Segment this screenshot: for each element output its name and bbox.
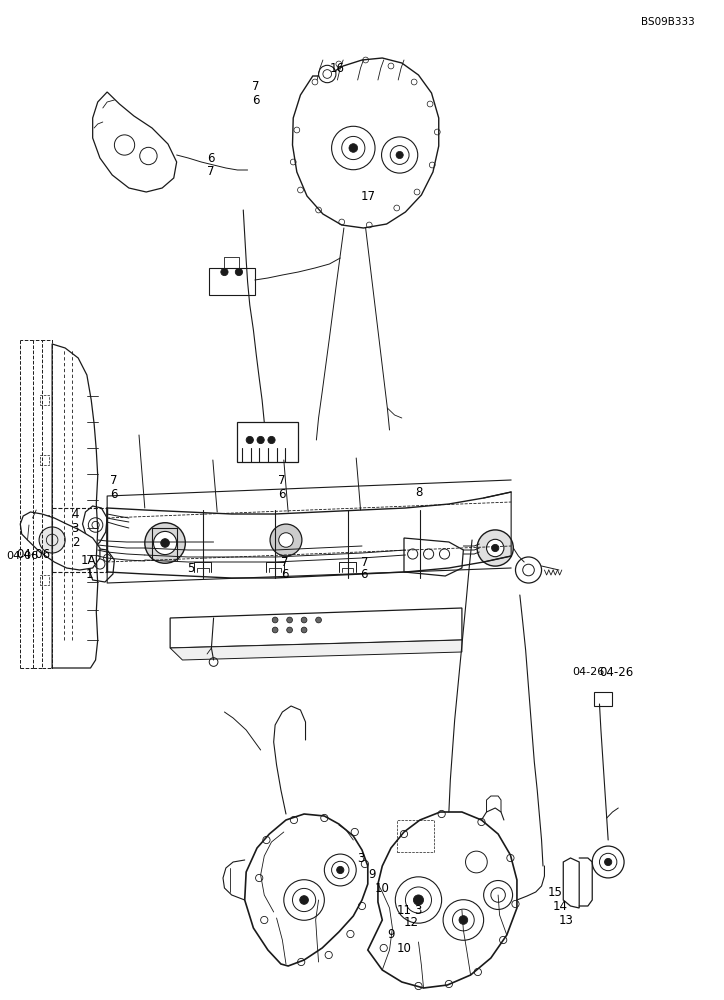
Text: 04-06: 04-06 <box>16 548 50 560</box>
Circle shape <box>301 627 307 633</box>
Circle shape <box>592 846 624 878</box>
Circle shape <box>487 539 504 557</box>
Circle shape <box>268 436 275 444</box>
Circle shape <box>396 151 403 159</box>
Circle shape <box>301 617 307 623</box>
Text: 6: 6 <box>361 568 368 581</box>
Text: 7: 7 <box>361 556 368 568</box>
Text: 9: 9 <box>387 928 395 941</box>
Polygon shape <box>83 506 107 548</box>
Circle shape <box>235 268 243 276</box>
Text: 16: 16 <box>330 62 345 75</box>
Circle shape <box>161 539 169 547</box>
Text: 2: 2 <box>72 536 80 548</box>
Circle shape <box>279 533 293 547</box>
Text: 3: 3 <box>71 522 78 534</box>
Polygon shape <box>292 58 439 228</box>
Text: 6: 6 <box>278 488 285 500</box>
Text: 17: 17 <box>361 190 376 202</box>
Text: 3: 3 <box>358 851 365 864</box>
Circle shape <box>287 627 292 633</box>
Text: 04-26: 04-26 <box>599 666 634 679</box>
Text: 7: 7 <box>252 80 259 93</box>
Polygon shape <box>368 812 517 988</box>
Polygon shape <box>404 538 463 576</box>
Text: 6: 6 <box>252 94 259 106</box>
Circle shape <box>300 896 308 904</box>
Polygon shape <box>90 548 114 582</box>
Circle shape <box>257 436 264 444</box>
Circle shape <box>337 866 344 874</box>
Circle shape <box>272 617 278 623</box>
Text: 8: 8 <box>416 486 423 498</box>
Text: 15: 15 <box>547 886 563 898</box>
Circle shape <box>459 916 468 924</box>
Text: 6: 6 <box>207 151 214 164</box>
Circle shape <box>349 144 358 152</box>
Circle shape <box>145 523 185 563</box>
Circle shape <box>316 617 321 623</box>
Polygon shape <box>245 814 368 966</box>
Text: 12: 12 <box>404 916 419 929</box>
Text: 9: 9 <box>368 867 375 880</box>
Circle shape <box>39 527 65 553</box>
Text: 1A: 1A <box>81 554 96 566</box>
Text: 11: 11 <box>397 904 412 916</box>
Text: 10: 10 <box>375 882 390 895</box>
Text: 1: 1 <box>85 567 93 580</box>
Text: 04-06: 04-06 <box>6 551 38 561</box>
Text: 3: 3 <box>414 904 421 916</box>
Circle shape <box>492 544 499 552</box>
Circle shape <box>605 858 612 866</box>
Bar <box>594 692 612 706</box>
Circle shape <box>246 436 253 444</box>
Bar <box>40 395 49 405</box>
Polygon shape <box>563 858 579 908</box>
Text: 6: 6 <box>110 488 117 500</box>
Circle shape <box>477 530 513 566</box>
Text: 6: 6 <box>281 568 288 581</box>
Circle shape <box>272 627 278 633</box>
Circle shape <box>287 617 292 623</box>
Text: 04-26: 04-26 <box>572 667 604 677</box>
Circle shape <box>413 895 424 905</box>
Bar <box>40 455 49 465</box>
Bar <box>237 422 298 462</box>
Text: 10: 10 <box>397 942 412 954</box>
Text: 5: 5 <box>187 561 194 574</box>
Bar <box>40 515 49 525</box>
Text: 7: 7 <box>278 474 285 487</box>
Bar <box>209 268 255 295</box>
Bar <box>40 575 49 585</box>
Circle shape <box>319 65 336 83</box>
Text: 13: 13 <box>559 914 574 927</box>
Circle shape <box>221 268 228 276</box>
Text: 7: 7 <box>110 474 117 487</box>
Polygon shape <box>170 608 462 648</box>
Polygon shape <box>170 640 462 660</box>
Polygon shape <box>93 92 177 192</box>
Text: 7: 7 <box>281 556 288 568</box>
Circle shape <box>270 524 302 556</box>
Text: 7: 7 <box>207 165 214 178</box>
Polygon shape <box>20 512 100 570</box>
Text: 14: 14 <box>553 900 568 913</box>
Circle shape <box>153 531 177 555</box>
Text: 4: 4 <box>71 508 78 520</box>
Bar <box>397 820 434 852</box>
Circle shape <box>515 557 542 583</box>
Text: BS09B333: BS09B333 <box>641 17 695 27</box>
